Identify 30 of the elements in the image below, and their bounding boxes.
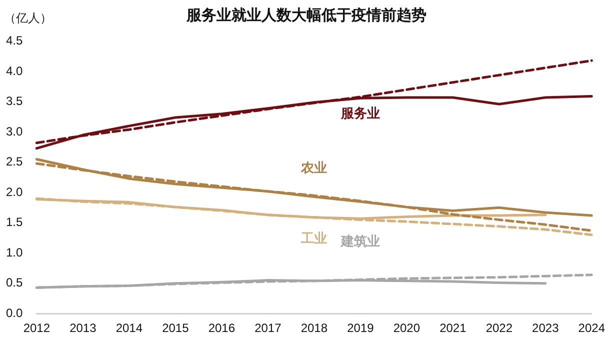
y-tick-label: 0.0: [6, 306, 23, 320]
text: 建筑业: [340, 234, 380, 250]
chart-title: 服务业就业人数大幅低于疫情前趋势: [186, 6, 426, 24]
y-tick-label: 3.5: [6, 94, 23, 108]
x-tick-label: 2016: [208, 321, 236, 336]
x-tick-label: 2020: [393, 321, 420, 336]
y-tick-label: 1.5: [6, 215, 23, 230]
y-tick-label: 4.5: [6, 34, 23, 48]
y-tick-label: 3.0: [6, 124, 23, 138]
x-tick-label: 2017: [254, 321, 282, 336]
y-tick-label: 1.0: [6, 245, 23, 260]
x-tick-label: 2019: [347, 321, 374, 336]
y-tick-label: 2.5: [6, 154, 23, 169]
x-tick-label: 2018: [300, 321, 328, 336]
x-tick-label: 2023: [532, 321, 560, 336]
x-tick-label: 2014: [116, 321, 143, 336]
x-tick-label: 2013: [70, 321, 97, 336]
x-tick-label: 2015: [162, 321, 190, 336]
series-label: 工业: [300, 232, 328, 247]
x-tick-label: 2022: [486, 321, 513, 336]
y-axis-title: （亿人）: [4, 10, 52, 27]
y-tick-label: 4.0: [6, 64, 23, 78]
line-series: [35, 162, 593, 232]
series-label: 服务业: [340, 106, 380, 122]
x-tick-label: 2024: [578, 321, 606, 336]
x-tick-label: 2021: [440, 321, 467, 336]
y-tick-label: 2.0: [6, 184, 23, 199]
y-tick-label: 0.5: [6, 276, 23, 290]
x-tick-label: 2012: [23, 321, 50, 336]
series-label: 农业: [300, 161, 328, 176]
